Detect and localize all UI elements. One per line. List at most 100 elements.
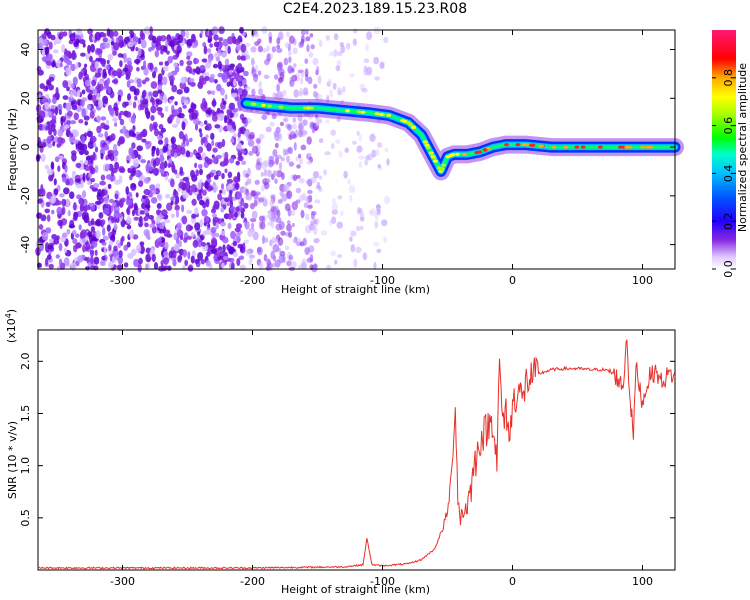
snr-y-label: SNR (10 * v/v) [6, 421, 19, 499]
speckle-dot [65, 67, 72, 76]
speckle-dot [278, 162, 283, 171]
speckle-dot [235, 160, 240, 166]
speckle-dot [189, 81, 196, 87]
speckle-dot [78, 224, 82, 231]
speckle-dot [191, 112, 198, 120]
speckle-dot [75, 178, 81, 183]
speckle-dot [374, 221, 379, 229]
speckle-dot [268, 159, 276, 166]
speckle-dot [287, 65, 294, 74]
snr-series-line [37, 339, 676, 570]
snr-scale-base: (x10 [5, 318, 18, 343]
speckle-dot [107, 183, 112, 190]
speckle-dot [283, 57, 289, 66]
speckle-dot [112, 50, 117, 56]
speckle-dot [305, 36, 311, 42]
speckle-dot [179, 81, 187, 90]
speckle-dot [314, 116, 322, 126]
speckle-dot [220, 207, 225, 213]
speckle-dot [335, 139, 341, 144]
speckle-dot [77, 89, 81, 98]
speckle-dot [227, 171, 233, 179]
speckle-dot [85, 155, 91, 161]
speckle-dot [194, 162, 198, 168]
speckle-dot [181, 204, 185, 213]
speckle-dot [135, 192, 139, 198]
speckle-dot [186, 235, 192, 240]
speckle-dot [286, 223, 292, 232]
speckle-dot [185, 30, 190, 39]
speckle-dot [205, 61, 212, 69]
speckle-dot [100, 174, 106, 181]
speckle-dot [194, 207, 199, 215]
x-tick-label: 0 [509, 575, 516, 588]
speckle-dot [185, 65, 193, 73]
speckle-dot [57, 165, 61, 172]
speckle-dot [221, 230, 226, 237]
speckle-dot [287, 220, 291, 225]
speckle-dot [359, 225, 364, 231]
speckle-dot [130, 154, 136, 160]
speckle-dot [59, 62, 63, 68]
speckle-dot [62, 95, 69, 100]
speckle-dot [358, 134, 362, 142]
speckle-dot [283, 183, 290, 192]
speckle-dot [162, 65, 169, 72]
snr-x-label: Height of straight line (km) [281, 583, 430, 596]
speckle-dot [267, 262, 273, 270]
speckle-dot [79, 203, 85, 212]
speckle-dot [263, 74, 270, 80]
speckle-dot [212, 156, 217, 164]
speckle-dot [151, 145, 157, 152]
y-tick-label: 0.5 [19, 509, 32, 527]
speckle-dot [91, 240, 98, 248]
speckle-dot [205, 198, 210, 208]
speckle-dot [72, 76, 78, 86]
speckle-dot [237, 243, 244, 249]
speckle-dot [57, 103, 63, 112]
speckle-dot [197, 231, 201, 236]
speckle-dot [224, 64, 230, 70]
speckle-dot [126, 64, 133, 73]
speckle-dot [50, 34, 56, 41]
y-tick-label: 40 [19, 43, 32, 57]
speckle-dot [166, 202, 173, 211]
speckle-dot [170, 178, 175, 188]
speckle-dot [63, 257, 70, 266]
speckle-dot [51, 209, 55, 215]
speckle-dot [48, 238, 54, 244]
speckle-dot [159, 224, 165, 230]
speckle-dot [310, 220, 314, 227]
speckle-dot [272, 149, 278, 157]
speckle-dot [355, 246, 362, 253]
speckle-dot [171, 84, 178, 93]
speckle-dot [221, 183, 224, 191]
speckle-dot [209, 43, 214, 48]
speckle-dot [126, 199, 133, 206]
speckle-dot [154, 50, 159, 58]
speckle-dot [263, 254, 268, 262]
speckle-dot [152, 90, 159, 98]
speckle-dot [75, 105, 83, 112]
speckle-dot [48, 263, 54, 269]
speckle-dot [222, 38, 229, 47]
speckle-dot [91, 236, 98, 242]
speckle-dot [337, 87, 342, 96]
speckle-dot [53, 49, 59, 54]
speckle-dot [300, 29, 306, 36]
ridge-hotspot [386, 113, 392, 117]
colorbar-tick-label: 0.6 [722, 117, 735, 135]
speckle-dot [274, 178, 278, 184]
speckle-dot [276, 83, 280, 93]
speckle-dot [117, 35, 124, 43]
speckle-dot [77, 142, 84, 151]
speckle-dot [210, 226, 217, 234]
speckle-dot [202, 189, 207, 196]
speckle-dot [221, 262, 225, 269]
speckle-dot [292, 133, 297, 139]
speckle-dot [132, 209, 135, 217]
speckle-dot [282, 148, 287, 157]
speckle-dot [212, 63, 219, 69]
speckle-dot [72, 139, 79, 144]
spectrogram-frame [37, 29, 676, 270]
